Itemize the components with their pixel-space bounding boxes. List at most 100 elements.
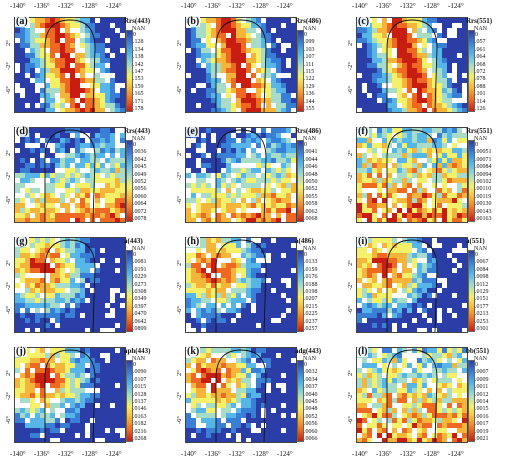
map-panel-i: (i) 2° -2° -6° a(551) NAN 0.0067.0084.0098.011… [344,228,514,341]
colorbar [468,360,475,442]
colorbar-tick-label: .0016 [475,413,489,420]
x-tick-label-bottom: -128° [82,450,98,458]
colorbar-tick-label: .0060 [133,193,147,200]
region-boundary-line [215,239,267,332]
colorbar-tick-label: .0151 [475,296,489,303]
colorbar [297,360,304,442]
colorbar-tick-label: .0146 [133,406,147,413]
colorbar-tick-label: .0188 [304,281,318,288]
colorbar-tick-label: .00130 [475,201,492,208]
colorbar-tick-label: .111 [304,61,315,68]
colorbar-tick-label: .0129 [475,288,489,295]
x-tick-label-bottom: -136° [205,450,221,458]
colorbar-nan-label: NAN [474,26,487,32]
colorbar-nan-label: NAN [132,356,145,362]
colorbar-nan-label: NAN [474,136,487,142]
colorbar-tick-label: .0046 [304,164,318,171]
colorbar-tick-label: 0 [133,142,136,148]
colorbar-tick-label: .128 [133,39,144,46]
heatmap-image [357,238,467,332]
y-tick-label: -2° [5,281,12,290]
colorbar-ticks: 0.0032.0034.0037.0040.0045.0048.0052.005… [304,362,340,442]
colorbar-tick-label: .155 [304,105,315,112]
colorbar-tick-label: .00094 [475,171,492,178]
map-panel-d: (d) 2° -2° -6° Rrs(443) NAN 0.0036.0042.0045.0… [2,118,172,231]
y-tick-label: -2° [176,281,183,290]
y-tick-label: -6° [176,85,183,94]
colorbar-tick-label: .0064 [133,201,147,208]
colorbar-tick-label: .0019 [475,428,489,435]
colorbar-title: a(486) [295,237,314,245]
y-tick-label: -2° [176,171,183,180]
x-tick-label-top: -124° [106,2,122,10]
map-frame [185,127,297,223]
x-tick-label-top: -140° [352,2,368,10]
x-tick-label-bottom: -140° [352,450,368,458]
colorbar-tick-label: .0229 [133,274,147,281]
x-tick-label-top: -136° [205,2,221,10]
panel-label: (a) [15,16,29,27]
colorbar-tick-label: .0015 [475,406,489,413]
colorbar-tick-label: .0349 [133,296,147,303]
colorbar-title: Rrs(551) [466,17,493,25]
colorbar-tick-label: .0301 [475,325,489,332]
colorbar-tick-label: .061 [475,46,486,53]
region-boundary-line [215,19,267,112]
colorbar-tick-label: .068 [475,61,486,68]
y-tick-label: -2° [5,391,12,400]
map-frame [185,17,297,113]
colorbar-tick-label: .099 [304,39,315,46]
x-tick-label-bottom: -140° [10,450,26,458]
colorbar-tick-label: .0225 [304,311,318,318]
colorbar-tick-label: .0216 [133,428,147,435]
colorbar-tick-label: .134 [133,46,144,53]
map-panel-h: (h) 2° -2° -6° a(486) NAN 0.0133.0159.0176.018… [173,228,343,341]
heatmap-image [15,238,125,332]
panel-label: (c) [357,16,371,27]
x-tick-label-top: -128° [424,2,440,10]
map-frame [356,347,468,443]
colorbar-tick-label: .0066 [304,435,318,442]
colorbar-tick-label: 0 [304,32,307,38]
colorbar-title: Rrs(551) [466,127,493,135]
y-tick-label: -2° [176,61,183,70]
panel-label: (d) [15,126,30,137]
colorbar-tick-label: .0036 [133,149,147,156]
colorbar-tick-label: .114 [475,98,486,105]
colorbar [126,250,133,332]
colorbar-tick-label: .0163 [133,413,147,420]
colorbar-tick-label: .165 [133,91,144,98]
y-tick-label: 2° [5,150,12,156]
y-tick-label: 2° [5,260,12,266]
colorbar [126,140,133,222]
x-tick-label-top: -124° [448,2,464,10]
x-tick-label-bottom: -136° [376,450,392,458]
colorbar-tick-label: .0257 [304,325,318,332]
x-tick-label-top: -140° [10,2,26,10]
colorbar-nan-label: NAN [474,246,487,252]
colorbar-tick-label: .0308 [133,288,147,295]
colorbar-tick-label: .00143 [475,208,492,215]
colorbar-tick-label: .0098 [475,274,489,281]
x-tick-label-top: -128° [253,2,269,10]
colorbar-title: Rrs(486) [295,17,322,25]
x-tick-label-top: -136° [376,2,392,10]
x-tick-label-bottom: -128° [424,450,440,458]
colorbar-tick-label: .0191 [133,266,147,273]
x-tick-label-top: -132° [58,2,74,10]
colorbar [468,140,475,222]
colorbar-tick-label: .0081 [133,259,147,266]
colorbar-tick-label: 0 [133,32,136,38]
colorbar-tick-label: .0128 [133,391,147,398]
colorbar-tick-label: .103 [304,46,315,53]
colorbar-tick-label: .0642 [133,318,147,325]
map-frame [14,17,126,113]
y-tick-label: -6° [176,415,183,424]
colorbar-tick-label: .0007 [475,369,489,376]
colorbar-tick-label: .122 [304,76,315,83]
colorbar-tick-label: .0012 [475,391,489,398]
map-frame [185,347,297,443]
colorbar-tick-label: .00084 [475,164,492,171]
heatmap-image [186,348,296,442]
colorbar-tick-label: .0068 [304,215,318,222]
